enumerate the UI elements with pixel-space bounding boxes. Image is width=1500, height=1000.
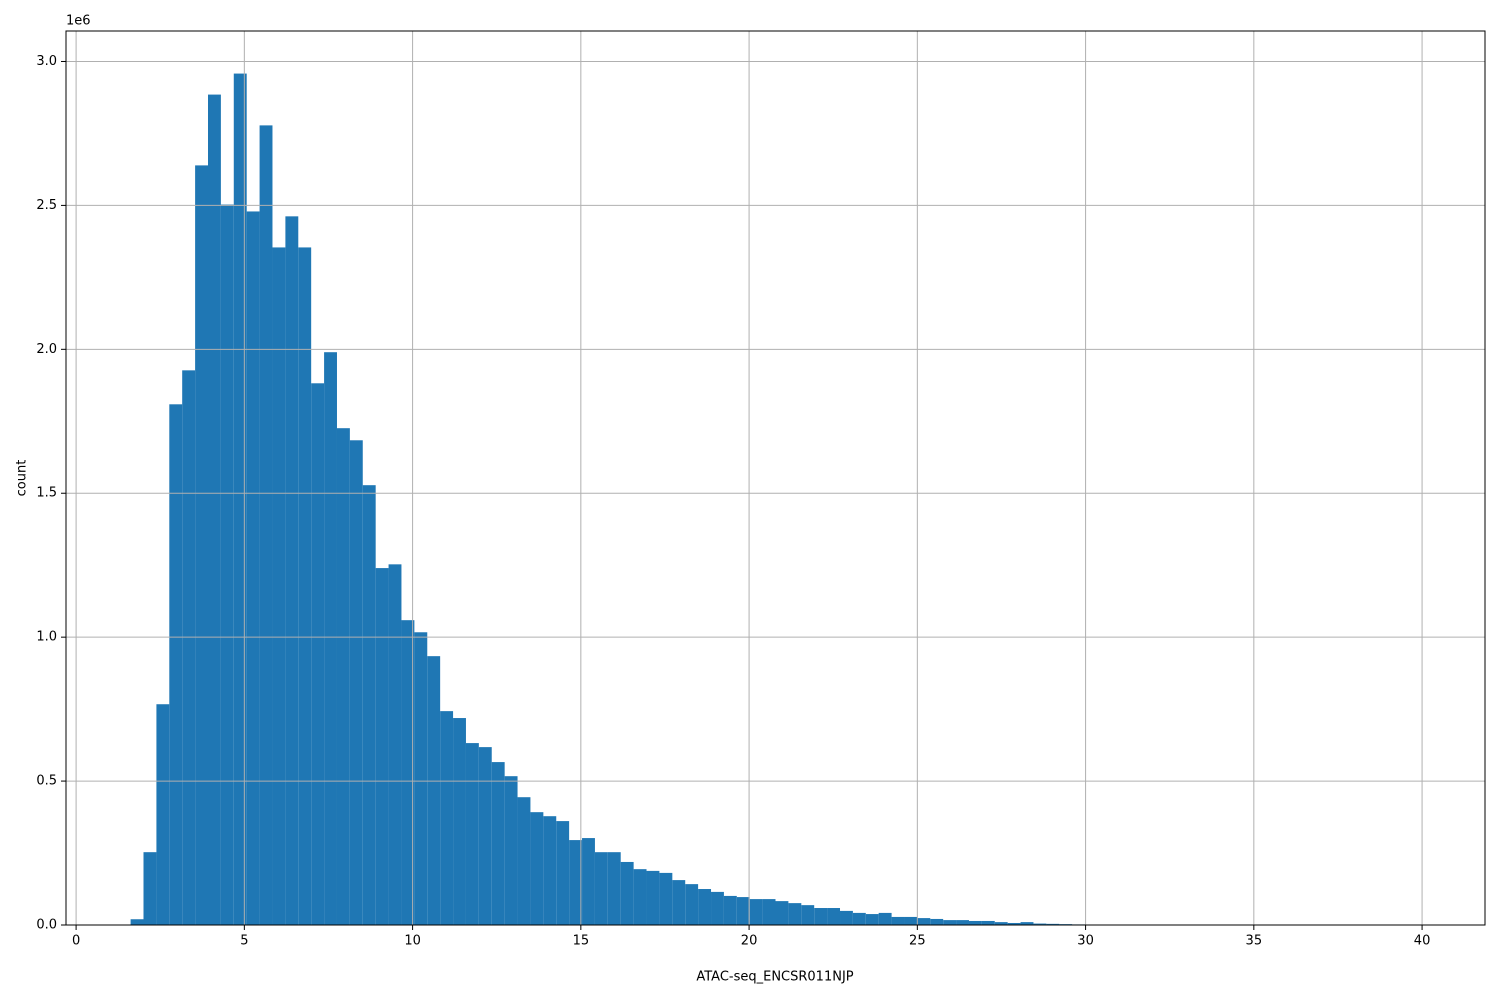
x-tick-label: 0 — [72, 934, 80, 949]
y-tick-label: 3.0 — [36, 54, 57, 69]
y-axis-label: count — [15, 460, 30, 497]
bar — [917, 918, 931, 925]
bar — [930, 918, 944, 925]
bar — [582, 838, 595, 925]
bar — [208, 94, 221, 926]
bar — [349, 440, 363, 925]
y-tick-label: 2.5 — [36, 198, 57, 213]
bar — [1007, 922, 1021, 925]
bar — [620, 861, 634, 925]
bar — [427, 656, 441, 925]
bar — [646, 870, 660, 925]
x-tick-label: 5 — [240, 934, 248, 949]
bar — [814, 908, 828, 925]
bar — [852, 912, 866, 925]
bar — [414, 632, 428, 925]
x-tick-label: 35 — [1246, 934, 1263, 949]
bar — [711, 891, 724, 925]
bar — [607, 852, 621, 925]
x-tick-label: 30 — [1077, 934, 1094, 949]
bar — [891, 916, 905, 925]
bar — [775, 901, 789, 925]
bar — [504, 776, 518, 925]
bar — [156, 704, 170, 925]
y-tick-label: 0.5 — [36, 774, 57, 789]
bar — [517, 797, 531, 925]
bar — [827, 908, 841, 925]
bar — [685, 884, 699, 925]
y-tick-label: 0.0 — [36, 918, 57, 933]
bar — [143, 852, 157, 925]
bar — [182, 370, 196, 925]
bar — [311, 383, 325, 925]
bar — [659, 872, 673, 925]
bar — [749, 899, 763, 925]
bar — [195, 165, 209, 925]
bar — [556, 821, 570, 925]
y-tick-label: 1.0 — [36, 630, 57, 645]
bar — [878, 912, 892, 925]
x-axis-label: ATAC-seq_ENCSR011NJP — [696, 970, 853, 985]
plot-frame — [65, 30, 1486, 926]
bar — [465, 743, 479, 925]
bar — [723, 895, 737, 925]
bar — [362, 485, 376, 925]
bar — [865, 914, 879, 925]
bar — [543, 816, 557, 925]
bar — [388, 564, 402, 925]
bar — [672, 880, 686, 925]
bar — [968, 920, 982, 925]
x-tick-label: 40 — [1414, 934, 1431, 949]
bar — [478, 747, 492, 925]
bar — [259, 125, 273, 925]
x-tick-label: 10 — [404, 934, 421, 949]
y-offset-label: 1e6 — [66, 14, 91, 29]
bar — [375, 568, 389, 925]
bar — [246, 211, 260, 926]
x-tick-label: 15 — [573, 934, 590, 949]
bar — [1020, 922, 1034, 925]
bar — [453, 718, 466, 925]
bar — [169, 404, 183, 925]
bar — [324, 352, 337, 926]
bar — [736, 897, 750, 925]
bar — [220, 204, 234, 925]
bar — [569, 840, 583, 925]
bar — [994, 922, 1008, 925]
bar — [440, 711, 454, 925]
bar — [594, 852, 608, 925]
bar — [530, 812, 544, 925]
bar — [401, 620, 415, 925]
bar — [840, 910, 853, 925]
bar — [943, 920, 957, 925]
bar — [285, 216, 299, 925]
bar — [298, 247, 312, 926]
bar — [1046, 923, 1060, 925]
bar — [633, 869, 647, 925]
bar — [801, 905, 815, 925]
bar — [981, 920, 995, 925]
bar — [1033, 923, 1047, 925]
bar — [788, 903, 802, 925]
bar — [130, 919, 144, 925]
bar — [698, 889, 712, 925]
bar — [336, 428, 350, 925]
bar — [904, 916, 918, 925]
bar — [762, 899, 776, 925]
x-tick-label: 20 — [741, 934, 758, 949]
y-tick-label: 1.5 — [36, 486, 57, 501]
y-tick-label: 2.0 — [36, 342, 57, 357]
bar — [233, 73, 247, 926]
bar — [956, 920, 969, 925]
bar — [272, 247, 286, 926]
bar — [491, 762, 505, 925]
x-tick-label: 25 — [909, 934, 926, 949]
